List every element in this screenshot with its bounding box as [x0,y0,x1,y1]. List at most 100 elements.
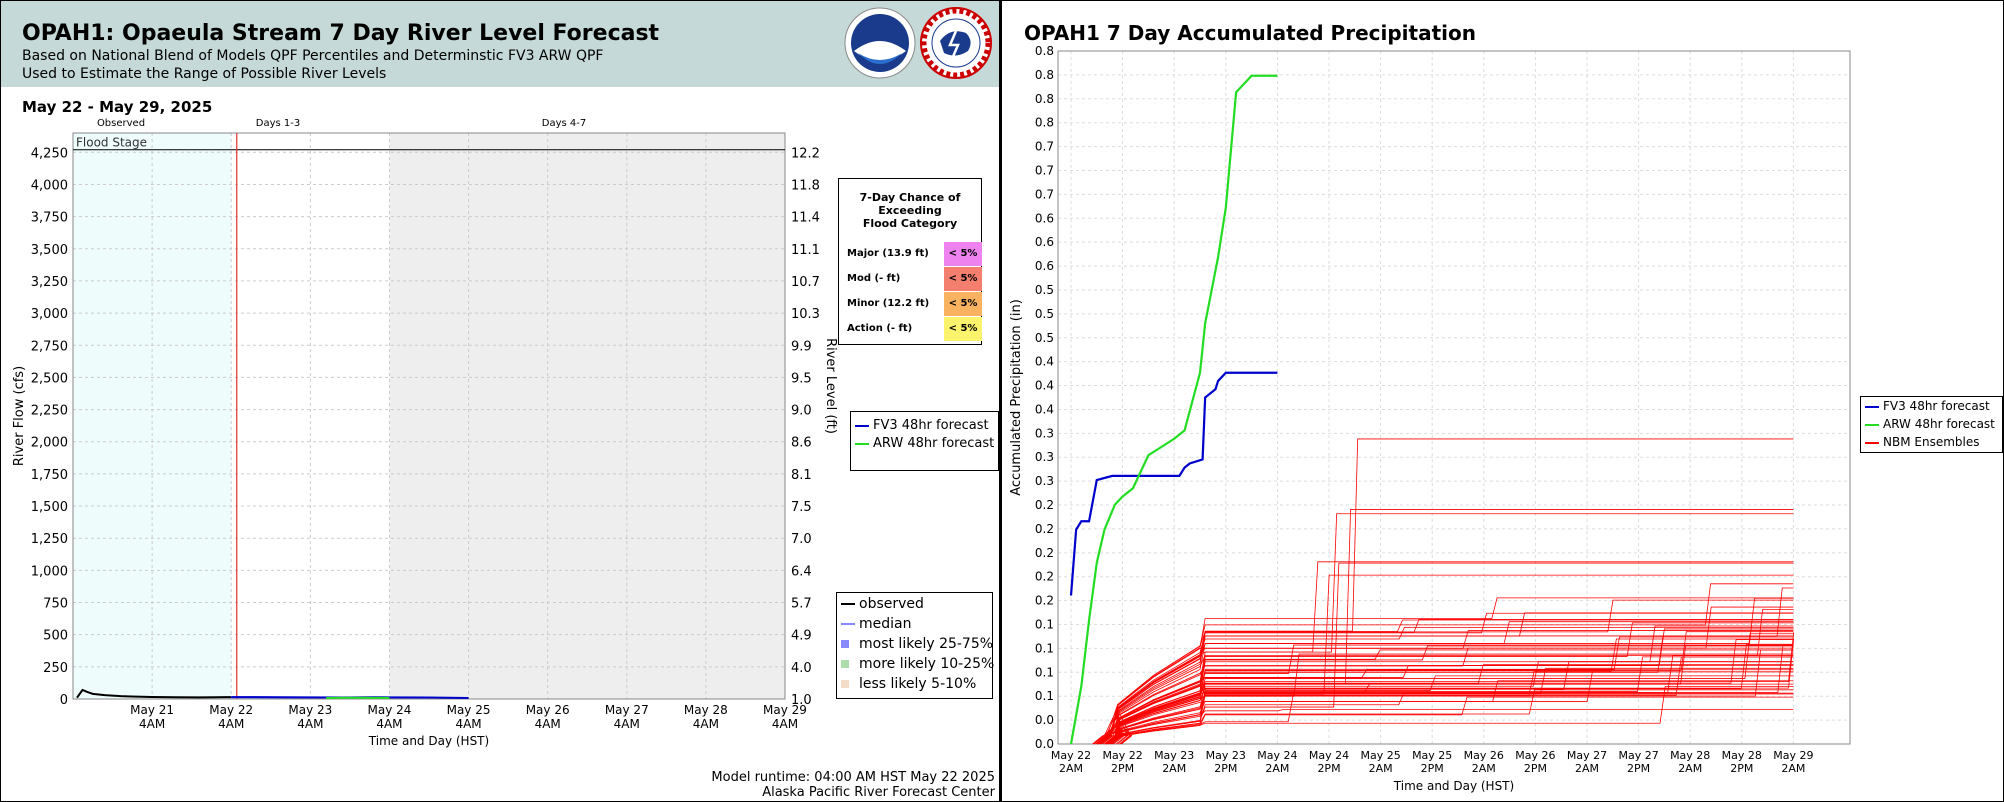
series-line-nbm-ensemble [1112,671,1794,745]
y2-tick-label: 7.5 [791,500,812,515]
y-tick-label: 500 [43,629,68,644]
y-tick-label: 0.7 [1035,163,1054,177]
plot-frame [1057,50,1851,745]
x-tick-label: 4AM [376,717,402,731]
x-tick-label: May 28 [1670,749,1710,762]
y-tick-label: 0.4 [1035,355,1054,369]
x-tick-label: 4AM [218,717,244,731]
x-tick-label: May 22 [1102,749,1142,762]
y2-tick-label: 5.7 [791,597,812,612]
y-tick-label: 0.3 [1035,426,1054,440]
y-tick-label: 2,000 [31,436,68,451]
series-line-nbm-ensemble [1116,680,1794,745]
x-tick-label: 2AM [1059,762,1083,775]
x-tick-label: May 21 [130,703,174,717]
series-line-nbm-ensemble [1111,692,1794,745]
legend-item-observed: observed [841,596,924,612]
y-tick-label: 0.2 [1035,498,1054,512]
series-line-nbm-ensemble [1116,664,1794,745]
x-tick-label: May 27 [605,703,649,717]
y2-tick-label: 1.0 [791,693,812,708]
series-line-arw-48hr-forecast [1069,74,1278,745]
x-tick-label: May 28 [1722,749,1762,762]
y-tick-label: 0.6 [1035,235,1054,249]
x-tick-label: 2AM [1575,762,1599,775]
y-tick-label: 0.2 [1035,594,1054,608]
y2-tick-label: 4.9 [791,629,812,644]
river-obs-legend: observed median most likely 25-75% more … [836,592,994,699]
y-tick-label: 0.2 [1035,570,1054,584]
legend-item-median: median [841,616,911,632]
y-tick-label: 0.4 [1035,379,1054,393]
series-line-nbm-ensemble [1105,513,1794,745]
section-label-observed: Observed [97,118,145,129]
x-tick-label: May 29 [763,703,807,717]
chance-label-major: Major (13.9 ft) [847,248,929,259]
legend-swatch-arw [855,442,869,445]
x-tick-label: 2PM [1317,762,1340,775]
x-tick-label: 2PM [1421,762,1444,775]
y-tick-label: 3,500 [31,243,68,258]
y-tick-label: 250 [43,661,68,676]
y-tick-label: 750 [43,597,68,612]
chance-value-minor: < 5% [944,292,982,316]
x-tick-label: 2PM [1111,762,1134,775]
y-tick-label: 0.3 [1035,450,1054,464]
series-line-observed [76,688,232,699]
x-tick-label: 2AM [1162,762,1186,775]
series-line-nbm-ensemble [1103,653,1794,745]
river-flow-chart: 0 1.0 250 4.0 500 4.9 750 5.7 1,000 6.4 1,250 7.0 1,… [12,118,838,748]
legend-item-25-75: most likely 25-75% [841,636,993,652]
river-header: OPAH1: Opaeula Stream 7 Day River Level … [1,1,999,87]
precip-legend-fv3: FV3 48hr forecast [1865,399,1990,413]
precip-legend-nbm: NBM Ensembles [1865,435,1979,449]
river-forecast-panel: OPAH1: Opaeula Stream 7 Day River Level … [0,0,1000,802]
y-tick-label: 0.1 [1035,641,1054,655]
x-tick-label: May 25 [1412,749,1452,762]
x-tick-label: 2AM [1265,762,1289,775]
plot-frame [72,132,786,700]
y-tick-label: 1,500 [31,500,68,515]
y-tick-label: 0.7 [1035,140,1054,154]
x-tick-label: 2AM [1472,762,1496,775]
y-tick-label: 0.4 [1035,402,1054,416]
x-tick-label: 2PM [1627,762,1650,775]
y-tick-label: 3,000 [31,307,68,322]
panel-divider [999,0,1002,802]
y-tick-label: 0.3 [1035,474,1054,488]
legend-swatch-median [841,623,855,625]
y-tick-label: 0.7 [1035,187,1054,201]
precip-swatch-fv3 [1865,405,1879,408]
forecast-center: Alaska Pacific River Forecast Center [762,785,995,800]
y-tick-label: 0.6 [1035,259,1054,273]
y-tick-label: 0.1 [1035,689,1054,703]
precip-swatch-nbm [1865,441,1879,444]
precip-legend: FV3 48hr forecast ARW 48hr forecast NBM … [1860,396,2003,453]
section-label-days-1-3: Days 1-3 [256,118,300,129]
section-label-days-4-7: Days 4-7 [542,118,586,129]
y2-tick-label: 7.0 [791,532,812,547]
y-tick-label: 0.5 [1035,331,1054,345]
x-tick-label: May 26 [1515,749,1555,762]
series-line-nbm-ensemble [1116,661,1794,745]
chance-value-moderate: < 5% [944,267,982,291]
y-tick-label: 0.2 [1035,546,1054,560]
precip-legend-arw: ARW 48hr forecast [1865,417,1995,431]
series-line-nbm-ensemble [1101,686,1794,745]
series-line-nbm-ensemble [1097,628,1794,745]
y-tick-label: 2,500 [31,371,68,386]
x-axis-title: Time and Day (HST) [1393,779,1514,793]
legend-swatch-fv3 [855,424,869,427]
y-tick-label: 0.5 [1035,307,1054,321]
series-line-nbm-ensemble [1099,509,1794,745]
y-tick-label: 3,250 [31,275,68,290]
model-runtime: Model runtime: 04:00 AM HST May 22 2025 [711,770,995,785]
legend-item-arw: ARW 48hr forecast [855,436,994,451]
nws-logo [920,7,992,79]
y2-tick-label: 11.4 [791,211,820,226]
y-tick-label: 0.0 [1035,737,1054,751]
series-line-nbm-ensemble [1106,667,1794,745]
x-tick-label: 2AM [1678,762,1702,775]
x-tick-label: 2AM [1781,762,1805,775]
x-tick-label: May 24 [1309,749,1349,762]
